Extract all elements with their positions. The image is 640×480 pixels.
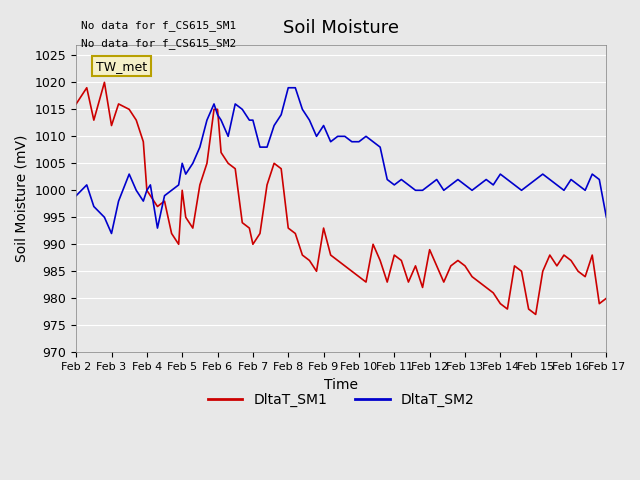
Text: No data for f_CS615_SM2: No data for f_CS615_SM2 — [81, 38, 237, 49]
DltaT_SM2 — [348, 139, 356, 144]
Text: TW_met: TW_met — [95, 60, 147, 72]
DltaT_SM2 — [125, 171, 133, 177]
DltaT_SM1 — [72, 101, 80, 107]
DltaT_SM1 — [298, 252, 306, 258]
DltaT_SM2 — [72, 193, 80, 199]
DltaT_SM2 — [602, 215, 610, 220]
DltaT_SM1 — [175, 241, 182, 247]
DltaT_SM2 — [306, 117, 314, 123]
DltaT_SM1 — [602, 295, 610, 301]
Text: No data for f_CS615_SM1: No data for f_CS615_SM1 — [81, 20, 237, 31]
DltaT_SM1 — [125, 107, 133, 112]
DltaT_SM2 — [284, 85, 292, 91]
DltaT_SM1 — [532, 312, 540, 317]
DltaT_SM1 — [100, 80, 108, 85]
X-axis label: Time: Time — [324, 377, 358, 392]
DltaT_SM1 — [454, 258, 461, 264]
DltaT_SM2 — [175, 182, 182, 188]
Y-axis label: Soil Moisture (mV): Soil Moisture (mV) — [15, 135, 29, 262]
DltaT_SM2 — [246, 117, 253, 123]
Line: DltaT_SM2: DltaT_SM2 — [76, 88, 606, 233]
DltaT_SM2 — [461, 182, 469, 188]
DltaT_SM1 — [246, 225, 253, 231]
Title: Soil Moisture: Soil Moisture — [284, 20, 399, 37]
DltaT_SM1 — [341, 263, 349, 269]
Legend: DltaT_SM1, DltaT_SM2: DltaT_SM1, DltaT_SM2 — [202, 388, 481, 413]
DltaT_SM2 — [108, 230, 115, 236]
Line: DltaT_SM1: DltaT_SM1 — [76, 83, 606, 314]
